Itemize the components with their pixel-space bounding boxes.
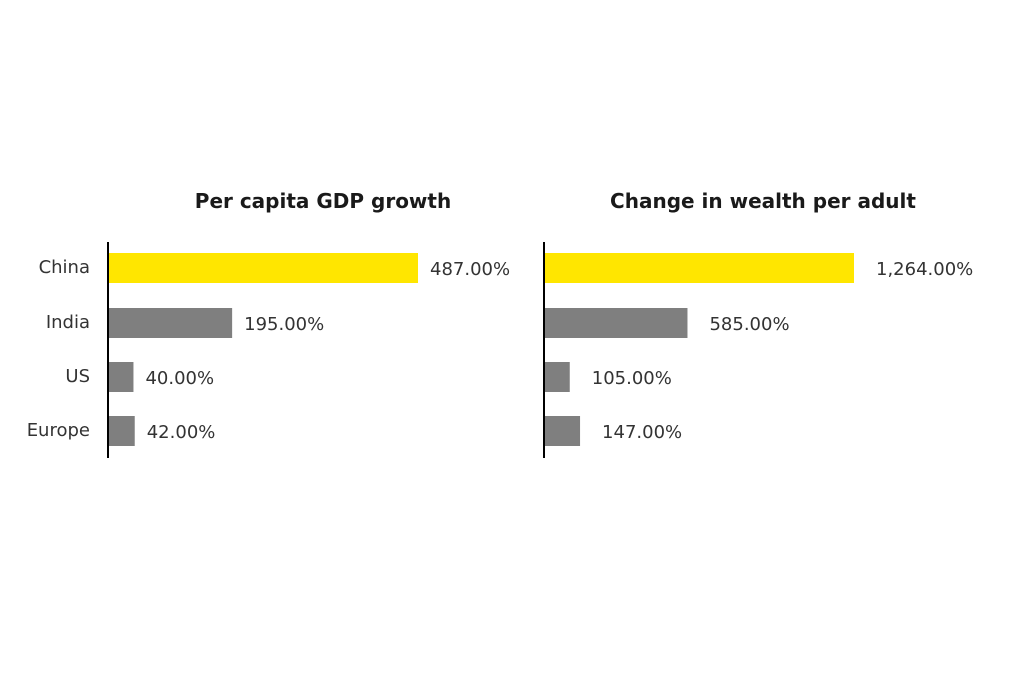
data-label-india: 585.00%: [709, 314, 789, 335]
data-label-china: 1,264.00%: [876, 259, 973, 280]
category-label-us: US: [65, 366, 90, 387]
chart-title: Change in wealth per adult: [610, 189, 916, 213]
category-label-europe: Europe: [27, 420, 90, 441]
bar-europe: [544, 416, 581, 446]
chart-gdp-growth: Per capita GDP growth 487.00% China 195.00…: [27, 189, 510, 458]
bar-china: [544, 253, 854, 283]
data-label-china: 487.00%: [430, 259, 510, 280]
data-label-us: 40.00%: [145, 368, 214, 389]
chart-title: Per capita GDP growth: [195, 189, 451, 213]
bar-us: [544, 362, 570, 392]
data-label-us: 105.00%: [592, 368, 672, 389]
data-label-europe: 147.00%: [602, 422, 682, 443]
chart-wealth-change: Change in wealth per adult 1,264.00% 585.…: [543, 189, 973, 458]
category-label-china: China: [39, 257, 90, 278]
bar-china: [108, 253, 418, 283]
data-label-india: 195.00%: [244, 314, 324, 335]
category-label-india: India: [46, 312, 90, 333]
data-label-europe: 42.00%: [147, 422, 216, 443]
bar-europe: [108, 416, 135, 446]
bar-india: [108, 308, 233, 338]
bar-us: [108, 362, 134, 392]
bar-india: [544, 308, 688, 338]
